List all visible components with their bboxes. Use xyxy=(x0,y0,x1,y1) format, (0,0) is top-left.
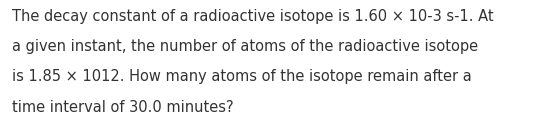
Text: time interval of 30.0 minutes?: time interval of 30.0 minutes? xyxy=(12,100,234,115)
Text: a given instant, the number of atoms of the radioactive isotope: a given instant, the number of atoms of … xyxy=(12,39,478,54)
Text: is 1.85 × 1012. How many atoms of the isotope remain after a: is 1.85 × 1012. How many atoms of the is… xyxy=(12,69,472,84)
Text: The decay constant of a radioactive isotope is 1.60 × 10-3 s-1. At: The decay constant of a radioactive isot… xyxy=(12,9,494,24)
